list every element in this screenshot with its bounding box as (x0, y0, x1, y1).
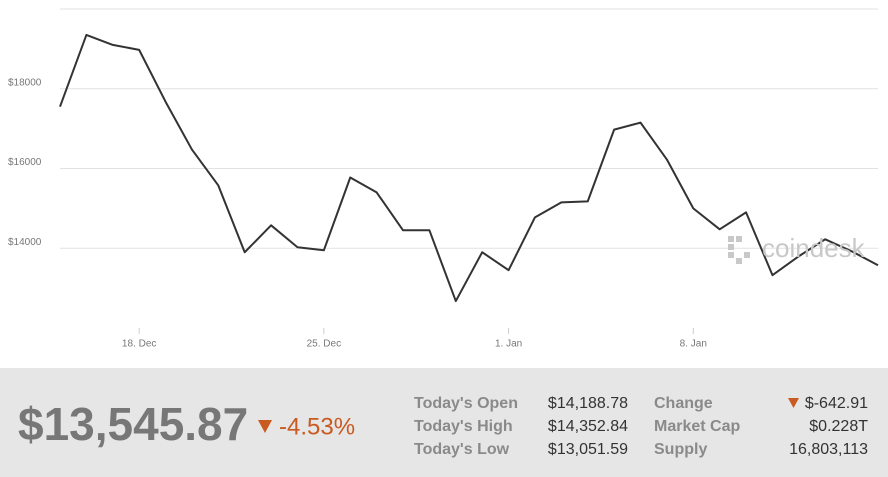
price: $13,545.87 (18, 398, 248, 450)
stat-label: Supply (654, 441, 707, 458)
down-arrow (258, 420, 272, 433)
x-tick-label: 18. Dec (122, 339, 156, 350)
stat-value: 16,803,113 (789, 441, 868, 458)
stat-value: $0.228T (809, 418, 868, 435)
stat-label: Today's High (414, 418, 513, 435)
stat-label: Today's Open (414, 395, 518, 412)
watermark: coindesk (762, 233, 866, 263)
price-line (59, 33, 879, 303)
stat-value: $-642.91 (805, 395, 868, 412)
y-tick-label: $16000 (8, 157, 42, 168)
percent-change: -4.53% (279, 413, 355, 440)
y-tick-label: $14000 (8, 237, 42, 248)
watermark-logo (728, 236, 750, 264)
y-tick-label: $18000 (8, 77, 42, 88)
x-tick-label: 1. Jan (495, 339, 522, 350)
x-tick-label: 8. Jan (680, 339, 707, 350)
stat-label: Market Cap (654, 418, 740, 435)
stat-label: Today's Low (414, 441, 510, 458)
stat-value: $14,188.78 (548, 395, 628, 412)
stat-label: Change (654, 395, 713, 412)
summary-panel (0, 368, 888, 477)
stat-value: $13,051.59 (548, 441, 628, 458)
x-tick-label: 25. Dec (307, 339, 341, 350)
stat-value: $14,352.84 (548, 418, 628, 435)
down-arrow (788, 398, 799, 408)
